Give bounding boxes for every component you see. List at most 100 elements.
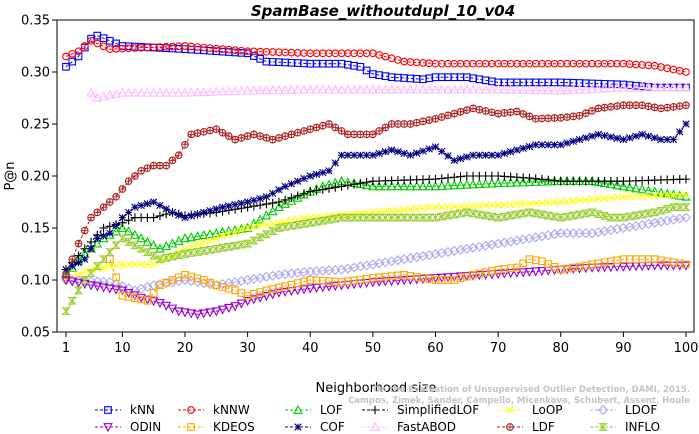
data-point xyxy=(230,85,240,95)
data-point xyxy=(462,208,472,217)
data-point xyxy=(294,177,302,185)
data-point xyxy=(211,227,222,238)
data-point xyxy=(225,230,233,238)
data-point xyxy=(625,192,634,201)
data-point xyxy=(618,181,629,191)
data-point xyxy=(411,181,422,191)
data-point xyxy=(292,192,303,202)
data-point xyxy=(343,213,353,222)
data-point xyxy=(173,87,184,97)
y-tick-label: 0.15 xyxy=(21,222,50,237)
data-point xyxy=(518,177,528,187)
y-tick-label: 0.35 xyxy=(21,14,50,29)
data-point xyxy=(468,271,478,281)
data-point xyxy=(600,194,609,203)
data-point xyxy=(588,132,596,140)
data-point xyxy=(343,181,353,190)
y-tick-label: 0.10 xyxy=(21,274,50,289)
data-point xyxy=(593,83,604,93)
data-point xyxy=(638,192,646,200)
data-point xyxy=(668,82,679,92)
data-point xyxy=(400,206,408,214)
data-point xyxy=(494,201,502,209)
legend-marker xyxy=(187,406,195,414)
data-point xyxy=(274,201,284,212)
legend-item-odin: ODIN xyxy=(95,420,161,434)
data-point xyxy=(544,198,552,207)
data-point xyxy=(637,82,647,92)
data-point xyxy=(513,146,521,154)
legend-marker xyxy=(370,421,380,431)
data-point xyxy=(532,199,540,207)
data-point xyxy=(682,68,690,76)
data-point xyxy=(349,213,359,222)
data-point xyxy=(142,236,153,246)
data-point xyxy=(62,52,70,61)
data-point xyxy=(274,224,284,232)
data-point xyxy=(143,296,152,305)
data-point xyxy=(105,89,115,99)
data-point xyxy=(174,251,184,260)
data-point xyxy=(418,84,428,94)
data-point xyxy=(319,168,327,177)
data-point xyxy=(431,143,440,151)
data-point xyxy=(186,87,197,97)
data-point xyxy=(255,85,265,95)
data-point xyxy=(419,147,427,155)
data-point xyxy=(593,263,604,273)
data-point xyxy=(369,151,377,159)
x-tick-label: 1 xyxy=(62,341,70,356)
series-knnw xyxy=(62,36,690,76)
data-point xyxy=(130,291,140,301)
data-point xyxy=(361,278,372,288)
data-point xyxy=(650,192,659,200)
data-point xyxy=(205,86,215,96)
data-point xyxy=(236,85,247,95)
data-point xyxy=(112,273,120,282)
data-point xyxy=(261,85,272,95)
data-point xyxy=(656,82,666,92)
data-point xyxy=(475,151,484,159)
data-point xyxy=(280,287,291,297)
data-point xyxy=(599,178,610,188)
data-point xyxy=(387,54,396,63)
data-point xyxy=(80,42,89,50)
data-point xyxy=(469,151,477,159)
data-point xyxy=(587,83,597,94)
data-point xyxy=(148,240,159,250)
legend-label: LDOF xyxy=(625,403,657,417)
legend-item-inflo: INFLO xyxy=(590,420,660,434)
data-point xyxy=(225,202,233,210)
data-point xyxy=(305,218,315,227)
data-point xyxy=(311,217,322,226)
data-point xyxy=(449,180,460,190)
data-point xyxy=(575,196,584,205)
data-point xyxy=(381,148,390,156)
data-point xyxy=(380,181,391,191)
data-point xyxy=(518,209,528,218)
data-point xyxy=(136,233,146,243)
data-point xyxy=(337,151,346,159)
data-point xyxy=(255,200,265,210)
data-point xyxy=(80,244,90,254)
data-point xyxy=(124,260,133,269)
data-point xyxy=(474,271,485,281)
data-point xyxy=(111,279,122,290)
data-point xyxy=(355,84,366,94)
data-point xyxy=(624,82,635,92)
data-point xyxy=(187,212,195,220)
data-point xyxy=(556,213,566,222)
data-point xyxy=(519,144,527,152)
data-point xyxy=(557,198,565,206)
legend-marker xyxy=(103,423,113,433)
data-point xyxy=(198,86,209,97)
data-point xyxy=(538,141,546,149)
data-point xyxy=(599,263,610,273)
data-point xyxy=(355,213,365,222)
data-point xyxy=(538,199,546,207)
data-point xyxy=(123,87,134,97)
data-point xyxy=(349,180,359,189)
data-point xyxy=(305,284,316,294)
data-point xyxy=(280,223,290,231)
data-point xyxy=(475,202,484,210)
